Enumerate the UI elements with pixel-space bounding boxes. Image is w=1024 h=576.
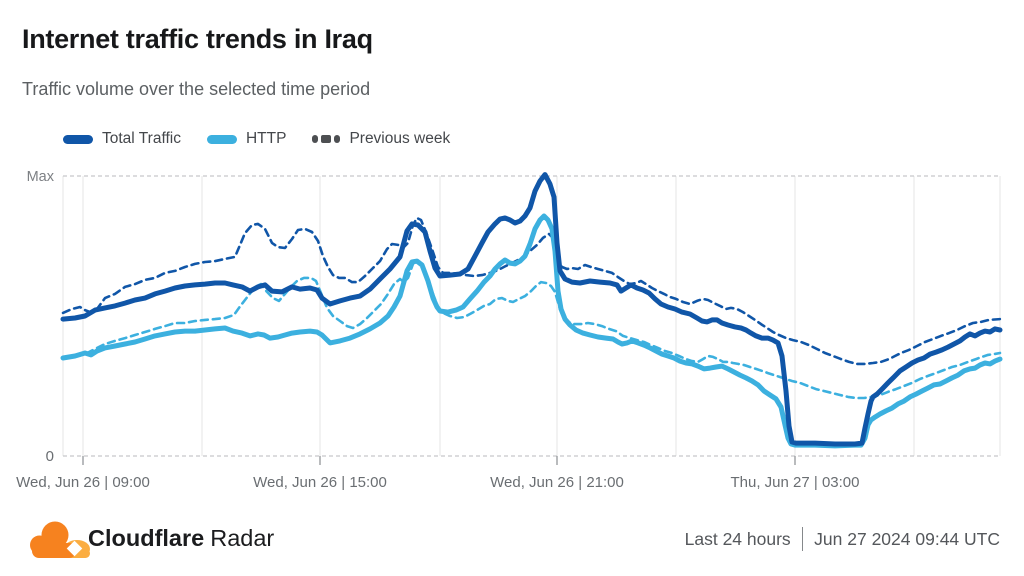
previous-week-dashes-icon (312, 135, 341, 143)
http-swatch-icon (206, 134, 237, 144)
legend-item-total-traffic[interactable]: Total Traffic (63, 130, 181, 148)
brand-radar: Radar (210, 525, 275, 551)
brand-text[interactable]: Cloudflare Radar (88, 525, 274, 552)
brand-cloudflare: Cloudflare (88, 525, 205, 551)
legend-label: HTTP (245, 130, 287, 147)
traffic-line-chart[interactable]: Wed, Jun 26 | 09:00 Wed, Jun 26 | 15:00 We… (0, 0, 1024, 505)
total-traffic-swatch-icon (63, 134, 93, 144)
x-tick-label: Wed, Jun 26 | 09:00 (16, 474, 150, 491)
chart-legend: Total Traffic HTTP Previous week (63, 130, 450, 148)
stamp-separator (801, 527, 804, 551)
timestamp-label: Jun 27 2024 09:44 UTC (814, 528, 1000, 549)
page-title: Internet traffic trends in Iraq (22, 24, 373, 54)
series-total-traffic-previous-week[interactable] (61, 216, 1002, 366)
series-http[interactable] (60, 213, 1003, 449)
y-max-label: Max (27, 169, 55, 185)
y-zero-label: 0 (46, 448, 54, 465)
cloudflare-logo-icon (30, 521, 90, 558)
legend-item-http[interactable]: HTTP (206, 130, 287, 148)
x-tick-label: Thu, Jun 27 | 03:00 (731, 474, 860, 491)
time-range-label: Last 24 hours (684, 528, 791, 549)
time-range-stamp: Last 24 hours Jun 27 2024 09:44 UTC (685, 527, 1000, 551)
x-tick-label: Wed, Jun 26 | 15:00 (253, 474, 387, 491)
x-tick-label: Wed, Jun 26 | 21:00 (490, 474, 624, 491)
legend-item-previous-week[interactable]: Previous week (312, 130, 450, 148)
series-http-previous-week[interactable] (61, 258, 1002, 400)
series-total-traffic[interactable] (60, 172, 1003, 447)
page-subtitle: Traffic volume over the selected time pe… (22, 79, 371, 99)
legend-label: Total Traffic (102, 130, 181, 147)
legend-label: Previous week (349, 130, 451, 147)
page-footer: Cloudflare Radar Last 24 hours Jun 27 202… (0, 514, 1024, 564)
